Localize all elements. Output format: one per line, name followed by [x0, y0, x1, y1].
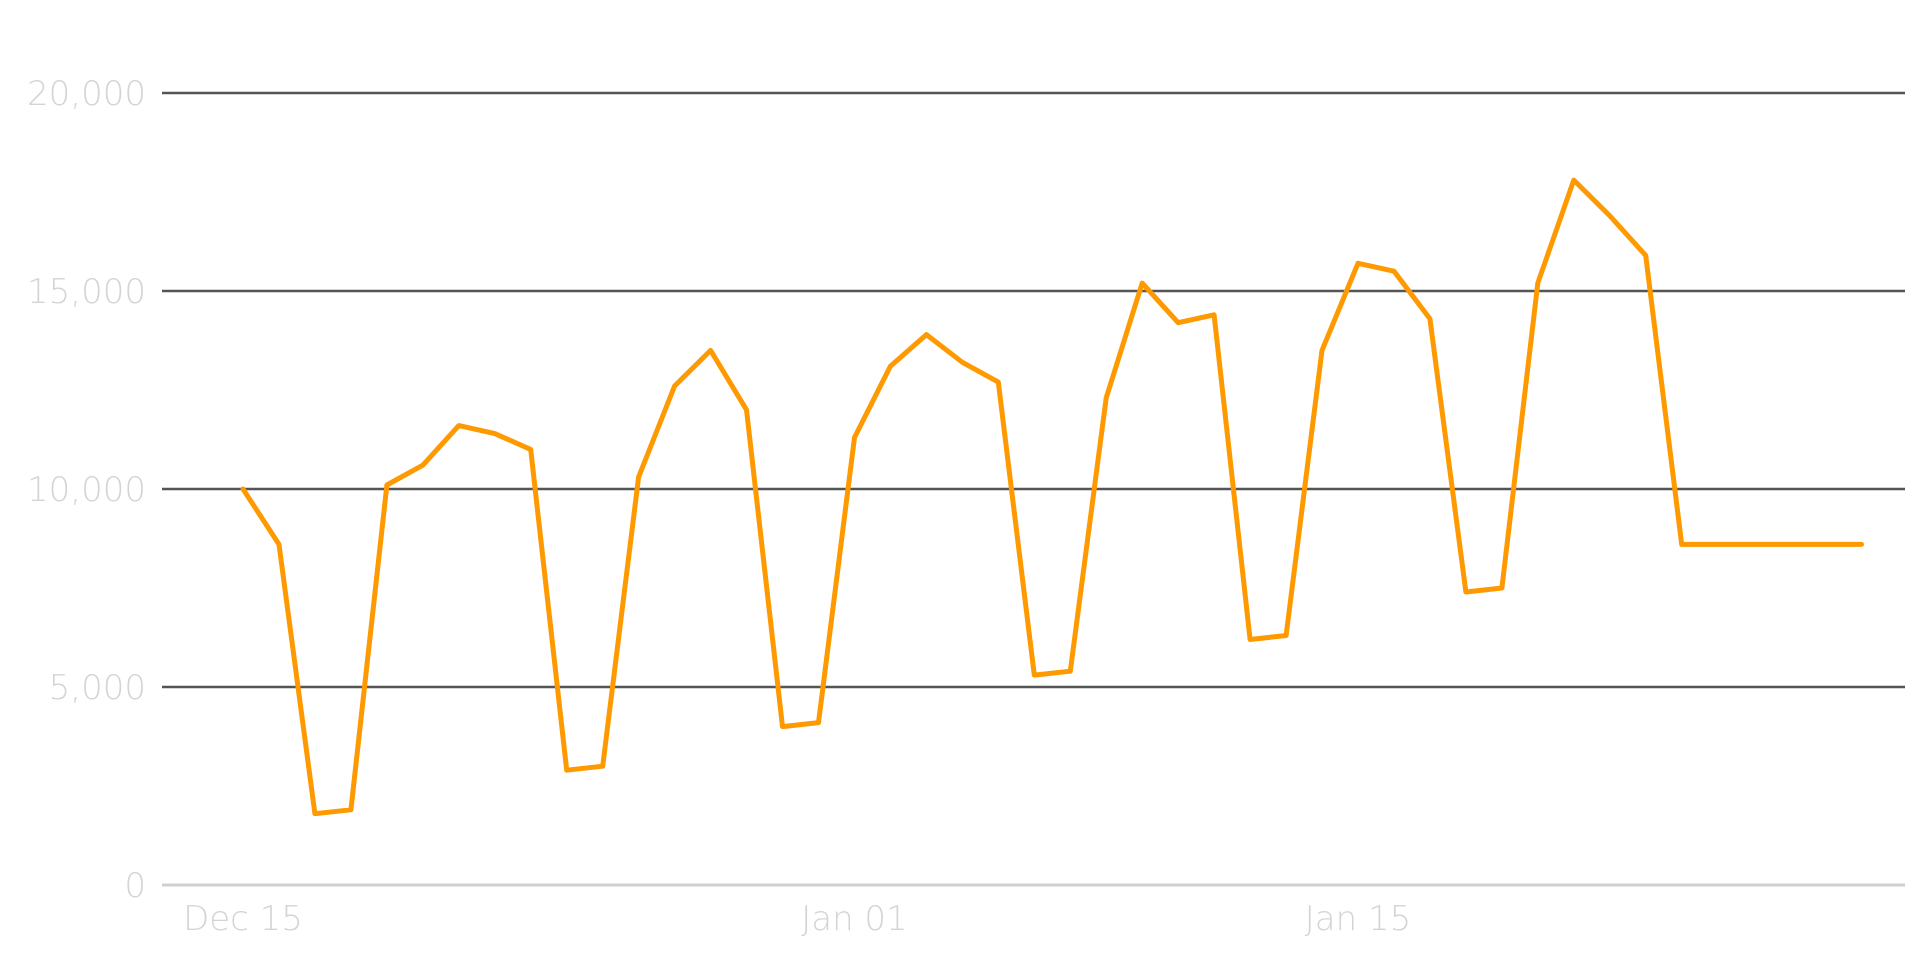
- y-tick-label: 15,000: [27, 272, 146, 312]
- gridlines: [162, 91, 1905, 887]
- y-axis-ticks: 0 5,000 10,000 15,000 20,000: [27, 74, 146, 906]
- x-tick-label: Dec 15: [183, 899, 303, 939]
- x-tick-label: Jan 01: [801, 899, 907, 939]
- y-tick-label: 20,000: [27, 74, 146, 114]
- series-lines: [240, 177, 1864, 817]
- y-tick-label: 0: [124, 866, 146, 906]
- x-tick-label: Jan 15: [1305, 899, 1411, 939]
- y-tick-label: 5,000: [49, 668, 146, 708]
- y-tick-label: 10,000: [27, 470, 146, 510]
- x-axis-ticks: Dec 15 Jan 01 Jan 15: [183, 899, 1411, 939]
- series-line: [240, 177, 1864, 817]
